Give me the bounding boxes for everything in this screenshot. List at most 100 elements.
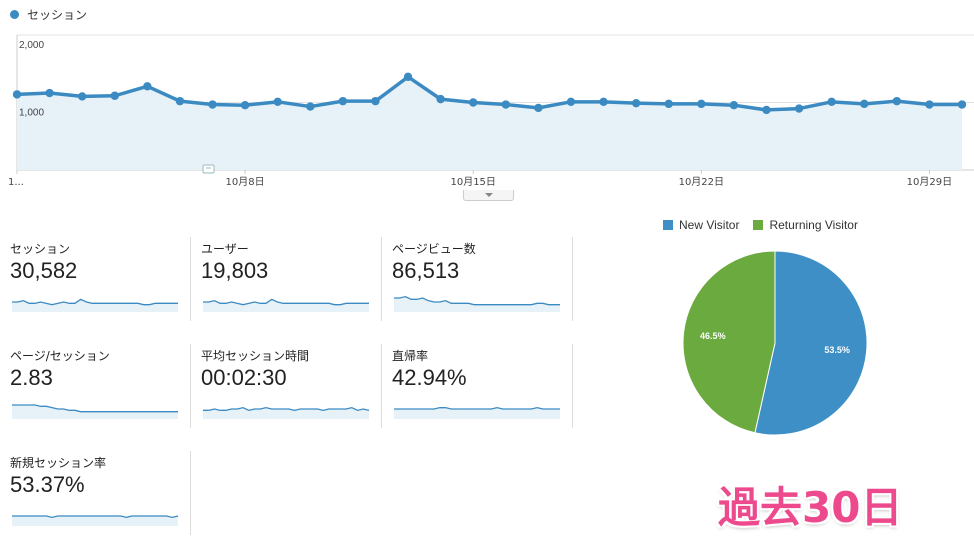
metric-sparkline [203,406,370,419]
sparkline-line [12,404,178,413]
data-point[interactable] [860,99,869,109]
sparkline-area [394,296,560,312]
metric-name: ユーザー [201,242,249,256]
x-tick-label: 10月29日 [907,176,952,188]
metric-sparkline [203,298,369,312]
data-point[interactable] [566,97,576,107]
series-dot-icon [10,10,19,19]
x-tick-label: 10月22日 [679,176,724,188]
sparkline-line [12,298,178,306]
data-point[interactable] [12,90,22,99]
sparkline-line [12,515,179,519]
data-point[interactable] [729,101,739,110]
metric-bounce-rate[interactable]: 直帰率 42.94% [392,347,562,437]
data-point[interactable] [338,96,348,106]
slice-label: 46.5% [700,331,726,341]
legend-swatch [753,220,764,230]
legend-item-new-visitor[interactable]: New Visitor [663,218,739,232]
metric-value: 86,513 [392,258,460,283]
data-point[interactable] [957,100,967,109]
data-point[interactable] [110,91,119,100]
data-point[interactable] [45,88,54,98]
period-stamp: 過去30日 [718,483,903,532]
y-tick-label: 1,000 [19,108,44,119]
x-tick-label: 1... [8,177,24,188]
metric-users[interactable]: ユーザー 19,803 [201,240,371,330]
metric-value: 2.83 [10,365,53,390]
sparkline-area [12,516,178,526]
metric-value: 53.37% [10,472,85,497]
chart-collapse-toggle[interactable] [463,190,514,201]
metric-name: ページビュー数 [392,242,476,256]
legend-item-returning-visitor[interactable]: Returning Visitor [753,218,858,232]
data-point[interactable] [697,99,706,109]
metric-name: 平均セッション時間 [201,349,310,363]
series-line [16,75,962,112]
sparkline-area [12,299,178,312]
data-point[interactable] [631,98,641,108]
legend-swatch [663,220,673,230]
data-point[interactable] [501,100,510,109]
metric-name: ページ/セッション [10,349,110,363]
legend-label: New Visitor [679,218,740,232]
data-point[interactable] [77,92,87,101]
sessions-line-chart[interactable]: 2,000 1,000 1... 10月8日 10月15日 10月22日 10月29日 [0,30,974,190]
data-point[interactable] [208,100,217,109]
sparkline-area [203,407,369,419]
data-point[interactable] [534,103,543,113]
metric-value: 42.94% [392,365,467,390]
metric-value: 30,582 [10,258,78,283]
metric-divider [190,451,191,535]
data-point[interactable] [273,97,282,107]
x-tick-label: 10月15日 [450,176,495,188]
metric-divider [190,237,191,321]
metric-new-session-rate[interactable]: 新規セッション率 53.37% [10,454,180,544]
data-point[interactable] [599,97,608,107]
x-tick-label: 10月8日 [226,176,265,188]
sparkline-line [394,295,560,306]
data-point[interactable] [436,94,445,104]
metric-sessions[interactable]: セッション 30,582 [10,240,180,330]
metric-value: 00:02:30 [201,365,287,390]
series-label: セッション [27,8,88,22]
data-point[interactable] [175,96,185,106]
metric-sparkline [394,406,560,419]
sparkline-area [203,299,369,312]
pie-legend: New Visitor Returning Visitor [663,218,872,232]
data-point[interactable] [762,105,771,115]
data-point[interactable] [827,97,836,107]
data-point[interactable] [794,104,804,113]
metric-divider [381,344,382,428]
data-point[interactable] [306,102,315,111]
data-point[interactable] [469,98,478,107]
sparkline-line [394,406,560,410]
pie-slice[interactable] [682,250,776,434]
sparkline-area [394,407,560,419]
metric-name: 新規セッション率 [10,456,107,470]
data-point[interactable] [664,99,673,109]
metric-divider [190,344,191,428]
metric-sparkline [394,295,560,312]
data-point[interactable] [143,82,152,91]
metric-sparkline [12,404,178,419]
sparkline-line [203,406,370,412]
visitor-pie-chart[interactable]: 53.5% 46.5% [680,248,870,438]
legend-label: Returning Visitor [769,218,858,232]
metric-divider [572,344,573,428]
metric-pages-per-session[interactable]: ページ/セッション 2.83 [10,347,180,437]
data-point[interactable] [925,100,934,109]
metric-divider [572,237,573,321]
pie-slice[interactable] [754,250,868,436]
data-point[interactable] [240,101,250,110]
metric-sparkline [12,515,179,526]
metric-name: セッション [10,242,71,256]
metric-sparkline [12,298,178,312]
data-point[interactable] [892,96,902,106]
metric-value: 19,803 [201,258,269,283]
chart-legend[interactable]: セッション [10,6,87,23]
data-point[interactable] [403,72,413,82]
metric-pageviews[interactable]: ページビュー数 86,513 [392,240,562,330]
data-point[interactable] [371,96,380,106]
metric-avg-session-duration[interactable]: 平均セッション時間 00:02:30 [201,347,371,437]
annotation-marker-icon[interactable] [202,164,215,174]
